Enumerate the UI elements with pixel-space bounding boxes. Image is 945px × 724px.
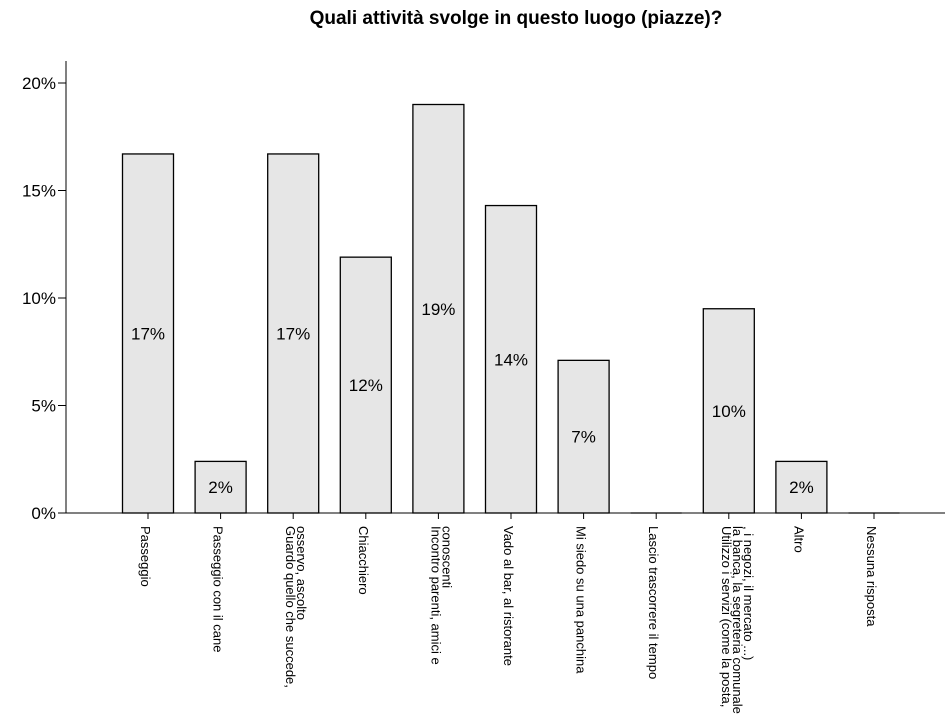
category-label-line: conoscenti <box>439 526 454 588</box>
y-tick-label: 20% <box>22 74 56 93</box>
data-label: 2% <box>208 478 233 497</box>
bar <box>557 359 610 514</box>
data-label: 2% <box>789 478 814 497</box>
category-label-line: osservo, ascolto <box>294 526 309 620</box>
y-tick-label: 0% <box>31 504 56 523</box>
category-label: Altro <box>791 526 806 553</box>
y-tick-label: 15% <box>22 182 56 201</box>
category-label: Chiacchiero <box>356 526 371 595</box>
category-label-line: Incontro parenti, amici e <box>428 526 443 665</box>
category-label-line: Nessuna risposta <box>864 526 879 627</box>
category-label-line: Lascio trascorrere il tempo <box>646 526 661 679</box>
data-label: 7% <box>571 428 596 447</box>
category-label-line: Mi siedo su una panchina <box>574 526 589 674</box>
data-label: 19% <box>421 300 455 319</box>
category-label-line: Utilizzo i servizi (come la posta, <box>719 526 734 707</box>
category-label-line: la banca, la segreteria comunale <box>730 526 745 714</box>
category-label: Lascio trascorrere il tempo <box>646 526 661 679</box>
category-label-line: Passeggio con il cane <box>211 526 226 652</box>
category-label-line: Passeggio <box>138 526 153 587</box>
chart-title: Quali attività svolge in questo luogo (p… <box>310 8 723 29</box>
data-label: 12% <box>349 376 383 395</box>
category-label-line: Chiacchiero <box>356 526 371 595</box>
category-label-line: , i negozi, il mercato ...) <box>741 526 756 660</box>
data-label: 17% <box>131 324 165 343</box>
category-label: Utilizzo i servizi (come la posta,la ban… <box>719 526 756 714</box>
data-label: 17% <box>276 324 310 343</box>
category-label: Passeggio con il cane <box>211 526 226 652</box>
category-label: Nessuna risposta <box>864 526 879 627</box>
bars <box>121 103 900 514</box>
data-label: 10% <box>712 402 746 421</box>
bar <box>194 460 247 514</box>
category-label: Vado al bar, al ristorante <box>501 526 516 666</box>
bar <box>412 103 465 514</box>
category-label-line: Vado al bar, al ristorante <box>501 526 516 666</box>
y-tick-label: 10% <box>22 289 56 308</box>
bar <box>267 153 320 514</box>
data-labels: 17% 2% 17% 12% 19% 14% 7% 10% 2% <box>131 300 814 497</box>
y-tick-label: 5% <box>31 397 56 416</box>
bar <box>339 256 392 514</box>
bar <box>702 308 755 514</box>
category-label: Mi siedo su una panchina <box>574 526 589 674</box>
category-label-line: Guardo quello che succede, <box>283 526 298 688</box>
bar <box>484 204 538 514</box>
category-label-line: Altro <box>791 526 806 553</box>
bar <box>775 460 828 514</box>
category-labels: Passeggio Passeggio con il cane Guardo que… <box>138 526 879 714</box>
bar <box>121 153 175 514</box>
data-label: 14% <box>494 350 528 369</box>
category-label: Passeggio <box>138 526 153 587</box>
category-label: Guardo quello che succede,osservo, ascol… <box>283 526 309 688</box>
